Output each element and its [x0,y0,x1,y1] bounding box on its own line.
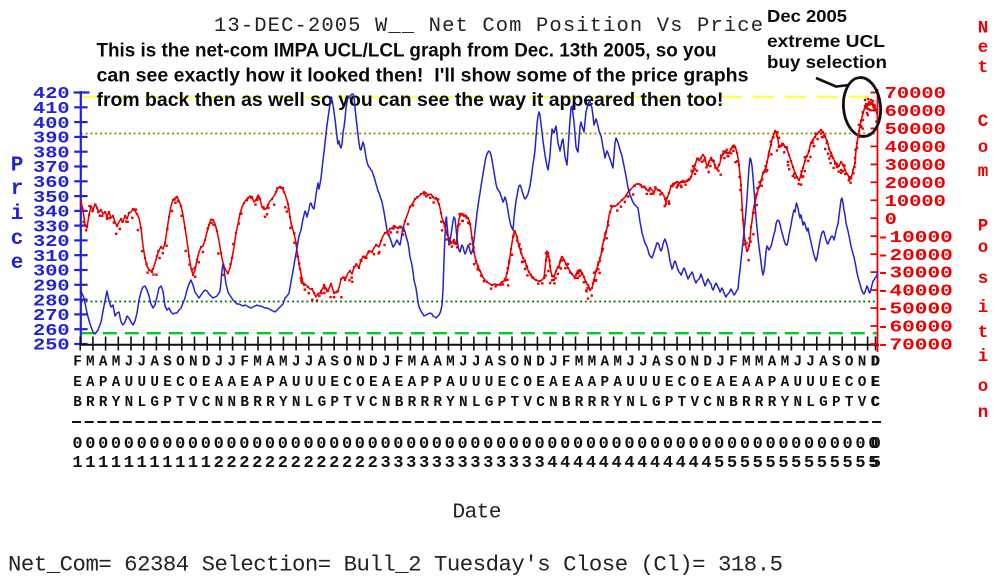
svg-text:40000: 40000 [885,138,946,157]
svg-text:350: 350 [33,188,70,207]
svg-text:Dec 2005: Dec 2005 [767,6,847,26]
svg-text:i: i [11,203,24,226]
svg-text:420: 420 [33,84,70,103]
svg-text:70000: 70000 [885,84,946,103]
svg-text:360: 360 [33,173,70,192]
svg-text:280: 280 [33,291,70,310]
svg-text:N: N [978,19,989,39]
svg-text:can see exactly how it looked: can see exactly how it looked then! I'll… [97,65,749,86]
svg-text:0: 0 [885,210,897,229]
svg-text:310: 310 [33,247,70,266]
svg-text:Date: Date [453,502,502,525]
svg-text:370: 370 [33,158,70,177]
svg-text:FMAMJJASONDJJFMAMJJASONDJFMAAM: FMAMJJASONDJJFMAMJJASONDJFMAAMJJASONDJFM… [73,355,879,371]
svg-text:50000: 50000 [885,120,946,139]
svg-text:270: 270 [33,306,70,325]
svg-text:330: 330 [33,217,70,236]
svg-text:o: o [978,238,989,258]
svg-text:buy selection: buy selection [767,52,887,72]
svg-text:-60000: -60000 [877,318,953,337]
svg-text:e: e [978,38,989,58]
svg-text:D: D [872,355,881,371]
svg-text:from back then as well so you: from back then as well so you can see th… [97,90,724,111]
svg-text:extreme UCL: extreme UCL [767,31,885,51]
svg-text:10000: 10000 [885,192,946,211]
svg-text:t: t [978,58,989,78]
svg-text:290: 290 [33,277,70,296]
svg-text:s: s [978,269,989,289]
svg-text:c: c [11,228,24,251]
svg-text:-70000: -70000 [877,336,953,355]
svg-text:E: E [872,375,881,391]
svg-text:5: 5 [871,454,881,473]
svg-text:0: 0 [871,435,881,454]
svg-text:111111111112222222222222333333: 1111111111122222222222223333333333333444… [72,454,878,473]
svg-text:-40000: -40000 [877,282,953,301]
svg-text:This is the net-com IMPA UCL/L: This is the net-com IMPA UCL/LCL graph f… [97,40,717,61]
svg-text:e: e [11,252,24,275]
svg-text:320: 320 [33,232,70,251]
svg-text:C: C [978,112,989,132]
svg-text:410: 410 [33,99,70,118]
svg-text:m: m [978,162,989,182]
svg-text:P: P [11,155,24,178]
svg-text:t: t [978,323,989,343]
svg-text:i: i [978,347,989,367]
svg-text:-50000: -50000 [877,300,953,319]
svg-text:P: P [978,217,989,237]
svg-text:o: o [978,377,989,397]
svg-text:30000: 30000 [885,156,946,175]
svg-text:-30000: -30000 [877,264,953,283]
svg-text:BRRYNLGPTVCNNBRRYNLGPTVCNBRRRY: BRRYNLGPTVCNNBRRYNLGPTVCNBRRRYNLGPTVCNBR… [73,395,879,411]
svg-text:400: 400 [33,114,70,133]
svg-text:r: r [11,178,24,201]
svg-text:13-DEC-2005 W__ Net Com Positi: 13-DEC-2005 W__ Net Com Position Vs Pric… [214,15,763,38]
svg-text:000000000000000000000000000000: 0000000000000000000000000000000000000000… [72,435,878,454]
svg-text:300: 300 [33,262,70,281]
svg-text:340: 340 [33,203,70,222]
svg-text:Net_Com= 62384 Selection= Bull: Net_Com= 62384 Selection= Bull_2 Tuesday… [8,552,783,578]
svg-text:20000: 20000 [885,174,946,193]
svg-text:260: 260 [33,321,70,340]
svg-text:-10000: -10000 [877,228,953,247]
svg-text:i: i [978,298,989,318]
svg-text:o: o [978,138,989,158]
svg-text:390: 390 [33,129,70,148]
svg-text:EAPAUUUECOEAAEAPAUUUECOEAEAPPA: EAPAUUUECOEAAEAPAUUUECOEAEAPPAUUUECOEAEA… [73,375,879,391]
svg-text:-20000: -20000 [877,246,953,265]
svg-text:C: C [872,395,881,411]
svg-text:60000: 60000 [885,102,946,121]
svg-text:n: n [978,403,989,423]
svg-text:250: 250 [33,336,70,355]
svg-text:380: 380 [33,143,70,162]
